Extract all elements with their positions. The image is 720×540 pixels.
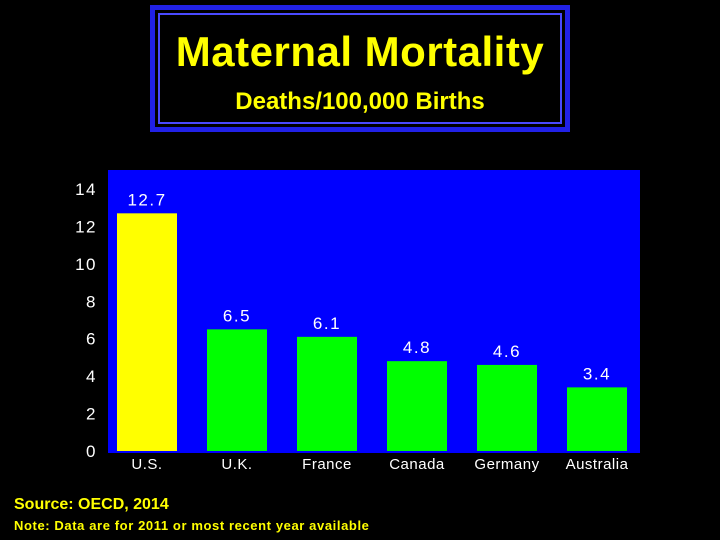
chart-subtitle: Deaths/100,000 Births [235,88,485,115]
y-tick-label: 6 [86,330,97,349]
x-tick-label: U.S. [131,456,162,473]
bar-u-s [117,213,177,451]
bars [117,213,627,451]
source-note: Source: OECD, 2014 [14,496,169,513]
y-tick-label: 4 [86,367,97,386]
y-tick-label: 14 [75,180,97,199]
title-box-inner-border [158,13,562,124]
value-labels: 12.7 6.5 6.1 4.8 4.6 3.4 [127,190,611,383]
x-axis-labels: U.S. U.K. France Canada Germany Australia [131,456,628,473]
value-label: 6.1 [313,314,341,333]
chart-title: Maternal Mortality [175,28,545,75]
value-label: 4.6 [493,342,521,361]
bar-france [297,336,357,451]
value-label: 3.4 [583,364,611,383]
value-label: 12.7 [127,190,166,209]
bar-u-k [207,329,267,451]
x-tick-label: Germany [474,456,539,473]
bar-germany [477,364,537,451]
x-tick-label: Canada [389,456,445,473]
x-tick-label: France [302,456,352,473]
bar-australia [567,387,627,451]
y-tick-label: 0 [86,442,97,461]
y-tick-label: 12 [75,217,97,236]
value-label: 6.5 [223,306,251,325]
x-tick-label: Australia [566,456,629,473]
title-box: Maternal Mortality Deaths/100,000 Births [150,5,570,132]
y-tick-label: 2 [86,405,97,424]
x-tick-label: U.K. [221,456,252,473]
plot-area [108,170,640,453]
value-label: 4.8 [403,338,431,357]
data-note: Note: Data are for 2011 or most recent y… [14,518,370,533]
y-tick-label: 10 [75,255,97,274]
bar-canada [387,361,447,451]
y-tick-label: 8 [86,292,97,311]
y-axis-ticks: 0 2 4 6 8 10 12 14 [75,180,97,461]
